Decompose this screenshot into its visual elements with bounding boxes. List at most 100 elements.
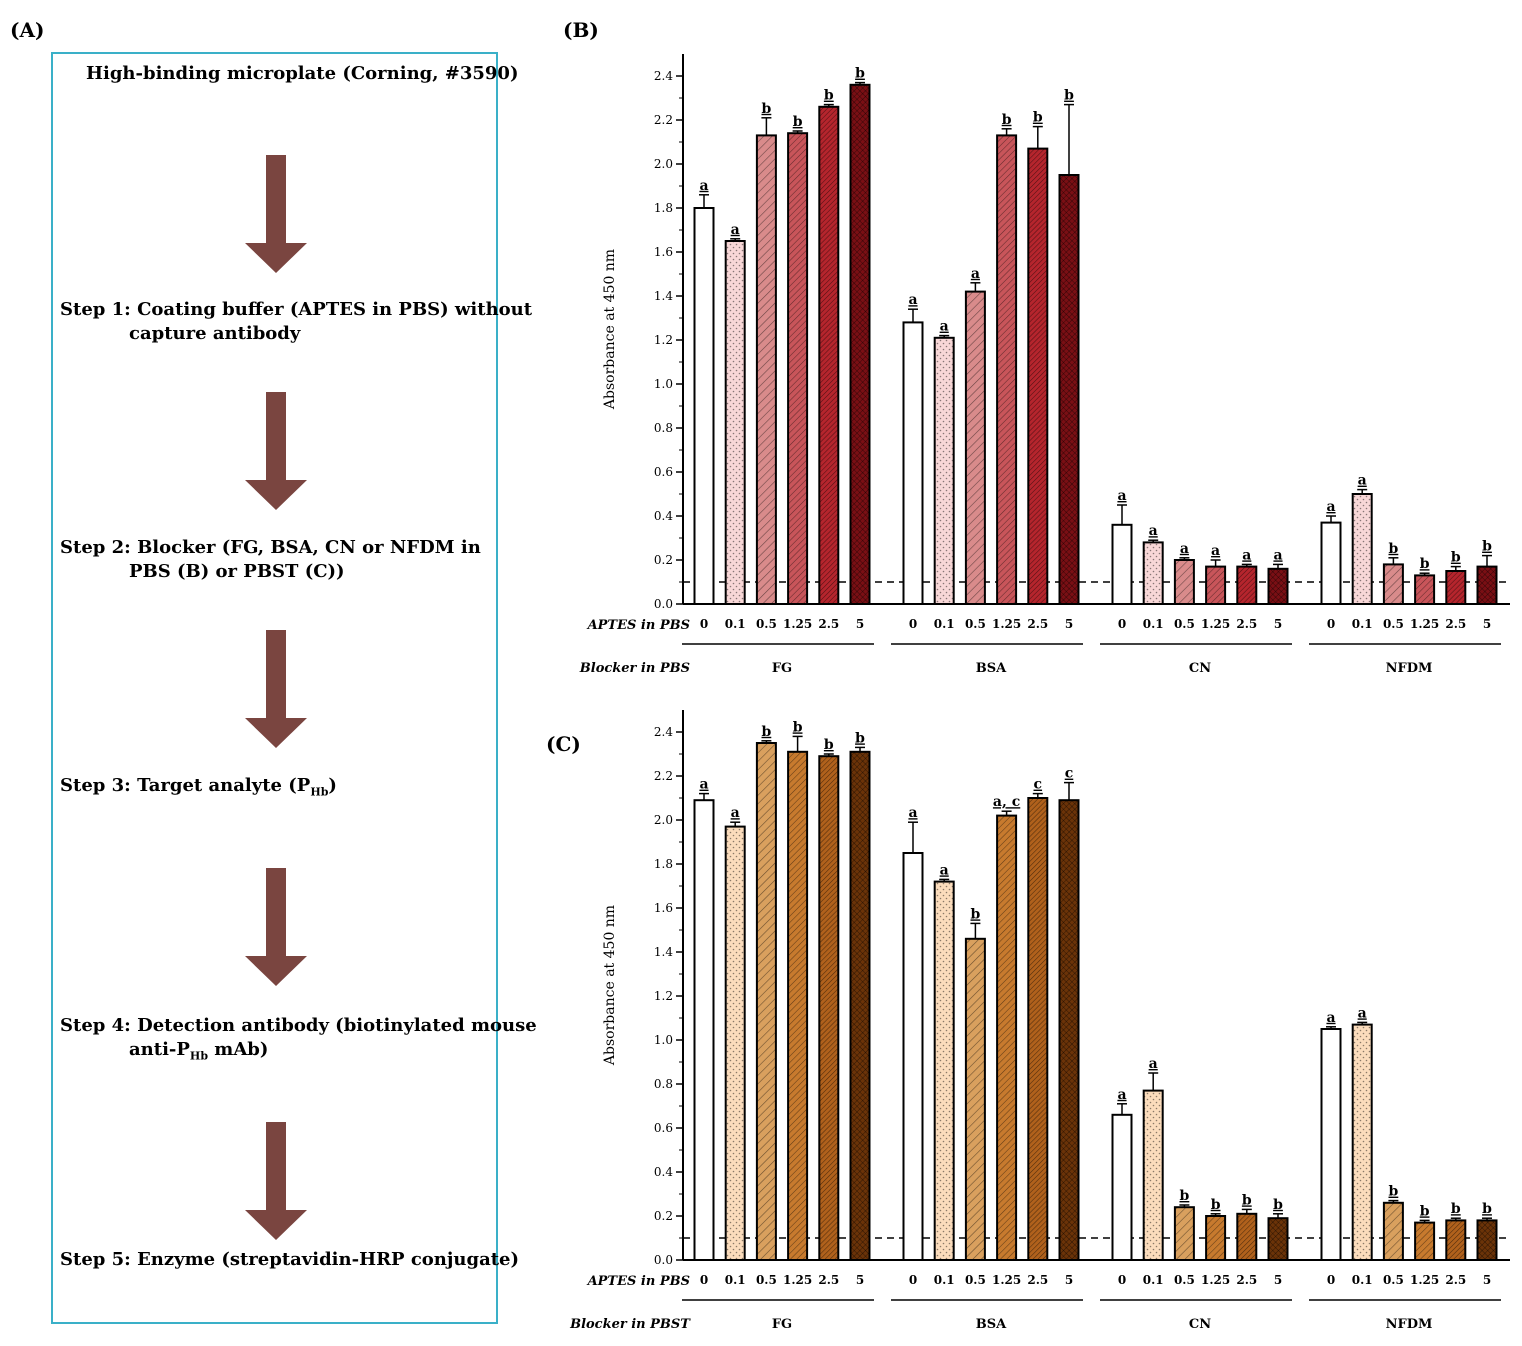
bar-outline bbox=[1205, 1215, 1227, 1261]
significance-letter: b bbox=[824, 88, 834, 104]
bar-outline bbox=[724, 240, 746, 605]
x-tick-label: 0.5 bbox=[1174, 1273, 1195, 1287]
significance-letter: b bbox=[855, 66, 865, 82]
x-tick-label: 2.5 bbox=[818, 1273, 839, 1287]
bar-outline bbox=[964, 290, 986, 605]
y-tick-label: 0.8 bbox=[654, 1077, 673, 1091]
significance-letter: a bbox=[940, 862, 949, 878]
x-row-label: APTES in PBS bbox=[586, 618, 690, 633]
bar bbox=[694, 800, 714, 1260]
bar bbox=[1321, 522, 1341, 604]
x-tick-label: 2.5 bbox=[818, 617, 839, 631]
y-tick-label: 1.6 bbox=[654, 245, 673, 259]
x-tick-label: 0.5 bbox=[965, 1273, 986, 1287]
significance-letter: b bbox=[1482, 1201, 1492, 1217]
bar-pattern bbox=[1059, 800, 1079, 1260]
bar-outline bbox=[818, 755, 840, 1261]
bar-pattern bbox=[850, 751, 870, 1260]
bar-outline bbox=[1058, 799, 1080, 1261]
down-arrow-icon bbox=[245, 1122, 307, 1240]
group-label: FG bbox=[772, 661, 792, 676]
significance-letter: b bbox=[1180, 1188, 1190, 1204]
bar-pattern bbox=[1237, 566, 1257, 604]
bar-pattern bbox=[965, 291, 985, 604]
significance-letter: a bbox=[1273, 547, 1282, 563]
bar-outline bbox=[996, 134, 1018, 605]
bar-pattern bbox=[1028, 148, 1048, 604]
panel-label-c: (C) bbox=[546, 732, 581, 756]
y-tick-label: 0.0 bbox=[654, 1253, 673, 1267]
group-row-label: Blocker in PBS bbox=[579, 661, 690, 676]
bar-outline bbox=[902, 852, 924, 1261]
bar-pattern bbox=[1352, 1024, 1372, 1260]
y-tick-label: 1.4 bbox=[654, 289, 673, 303]
x-tick-label: 2.5 bbox=[1027, 617, 1048, 631]
y-axis-label: Absorbance at 450 nm bbox=[602, 249, 618, 410]
bar-outline bbox=[818, 105, 840, 606]
bar-outline bbox=[1351, 1023, 1373, 1261]
significance-letter: a bbox=[1326, 1010, 1335, 1026]
bar-outline bbox=[787, 132, 809, 605]
bar-outline bbox=[933, 336, 955, 605]
x-tick-label: 1.25 bbox=[1410, 617, 1439, 631]
y-tick-label: 0.4 bbox=[654, 1165, 673, 1179]
bar-outline bbox=[1111, 523, 1133, 605]
bar-outline bbox=[933, 880, 955, 1261]
y-tick-label: 1.0 bbox=[654, 1033, 673, 1047]
down-arrow-icon bbox=[245, 155, 307, 273]
significance-letter: a bbox=[1242, 547, 1251, 563]
y-tick-label: 0.6 bbox=[654, 1121, 673, 1135]
panel-label-b: (B) bbox=[563, 18, 599, 42]
y-tick-label: 2.4 bbox=[654, 69, 673, 83]
flow-step-3: Step 3: Target analyte (PHb) bbox=[60, 775, 337, 799]
group-label: FG bbox=[772, 1317, 792, 1332]
bar-pattern bbox=[1028, 798, 1048, 1260]
bar-pattern bbox=[1206, 1216, 1226, 1260]
y-tick-label: 2.0 bbox=[654, 813, 673, 827]
bar-pattern bbox=[1477, 1220, 1497, 1260]
significance-letter: b bbox=[1482, 539, 1492, 555]
y-tick-label: 0.0 bbox=[654, 597, 673, 611]
bar-outline bbox=[724, 825, 746, 1261]
y-tick-label: 2.2 bbox=[654, 769, 673, 783]
significance-letter: c bbox=[1065, 766, 1074, 782]
significance-letter: b bbox=[971, 906, 981, 922]
bar-pattern bbox=[1268, 1218, 1288, 1260]
bar-outline bbox=[1173, 1206, 1195, 1261]
bar-pattern bbox=[819, 106, 839, 605]
significance-letter: a bbox=[971, 266, 980, 282]
group-label: CN bbox=[1189, 1317, 1211, 1332]
y-tick-label: 2.2 bbox=[654, 113, 673, 127]
bar-outline bbox=[1320, 1028, 1342, 1261]
x-tick-label: 0 bbox=[1118, 1273, 1126, 1287]
bar-pattern bbox=[788, 133, 808, 604]
x-tick-label: 5 bbox=[1483, 1273, 1491, 1287]
x-tick-label: 1.25 bbox=[992, 1273, 1021, 1287]
significance-letter: b bbox=[762, 101, 772, 117]
significance-letter: b bbox=[1420, 556, 1430, 572]
down-arrow-icon bbox=[245, 392, 307, 510]
bar-outline bbox=[1173, 559, 1195, 605]
bar-outline bbox=[1445, 1219, 1467, 1262]
x-tick-label: 5 bbox=[1065, 617, 1073, 631]
x-tick-label: 2.5 bbox=[1027, 1273, 1048, 1287]
bar-outline bbox=[964, 937, 986, 1261]
bar-pattern bbox=[934, 881, 954, 1260]
bar bbox=[1321, 1029, 1341, 1260]
significance-letter: b bbox=[1451, 550, 1461, 566]
bar-pattern bbox=[1268, 568, 1288, 604]
significance-letter: a bbox=[1358, 1005, 1367, 1021]
bar-outline bbox=[1382, 563, 1404, 606]
x-tick-label: 0 bbox=[1327, 617, 1335, 631]
bar-outline bbox=[1382, 1201, 1404, 1262]
y-axis-label: Absorbance at 450 nm bbox=[602, 905, 618, 1066]
bar-pattern bbox=[965, 938, 985, 1260]
significance-letter: a bbox=[699, 178, 708, 194]
bar-pattern bbox=[725, 241, 745, 604]
x-tick-label: 5 bbox=[1483, 617, 1491, 631]
bar-pattern bbox=[1415, 575, 1435, 604]
significance-letter: a bbox=[1149, 523, 1158, 539]
significance-letter: c bbox=[1034, 777, 1043, 793]
bar-pattern bbox=[934, 337, 954, 604]
bar bbox=[1112, 1114, 1132, 1260]
